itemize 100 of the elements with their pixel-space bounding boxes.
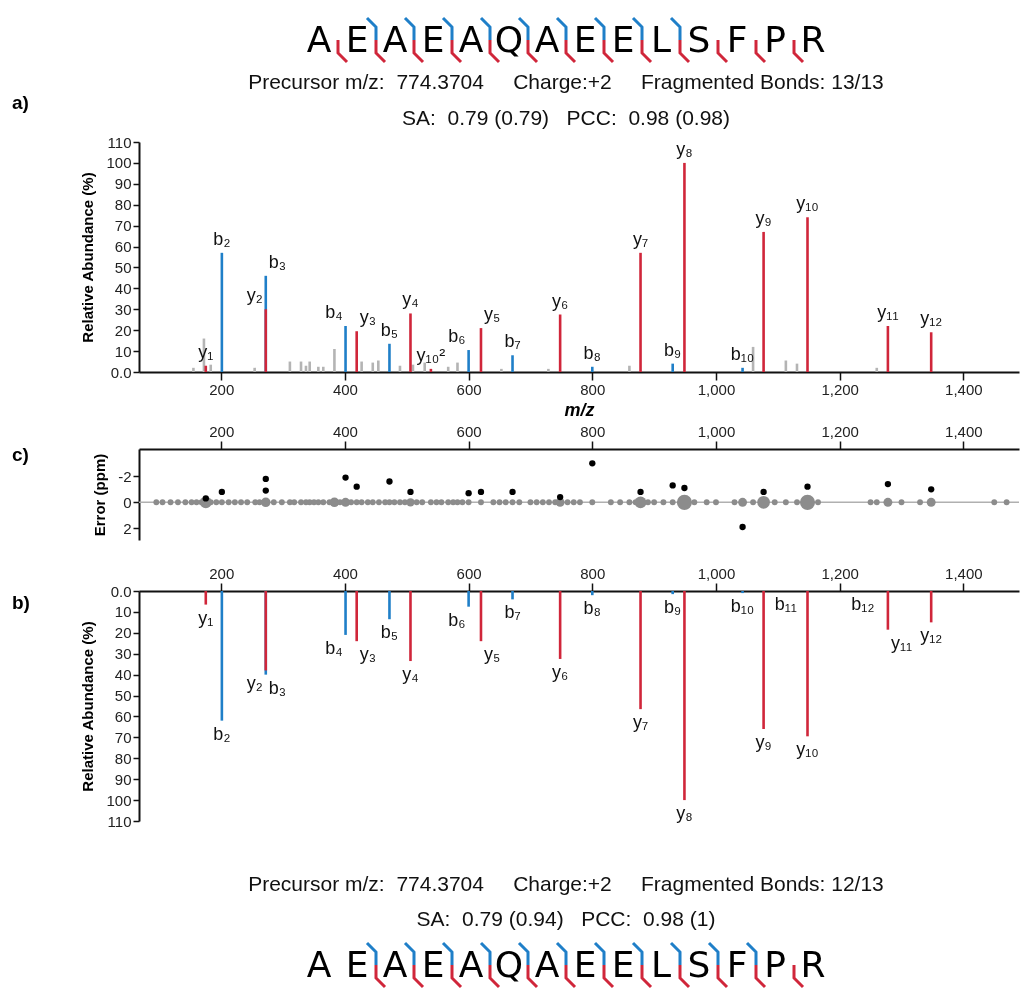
y-tick-label: 10 (114, 603, 132, 621)
y-tick-label: 90 (114, 175, 132, 193)
y-tick-label: 80 (114, 749, 132, 767)
data-label: y₁₂ (920, 308, 943, 329)
x-tick-label: 1,000 (697, 380, 736, 398)
data-label: y₁₀ (796, 739, 819, 760)
data-label: y₉ (755, 207, 772, 228)
data-label: b₁₀ (730, 596, 755, 617)
data-label: b₁₂ (851, 594, 875, 614)
y-axis-title: Relative Abundance (%) (79, 172, 97, 343)
data-label: b₁₀ (730, 343, 755, 364)
data-label: b₂ (213, 228, 231, 249)
chart-subtitle: Precursor m/z: 774.3704 Charge:+2 Fragmented Bonds: 13/13 (247, 70, 885, 94)
x-tick-label: 1,200 (821, 564, 859, 582)
data-label: y₇ (632, 228, 649, 249)
text: b) (12, 592, 30, 614)
data-label: y₁ (198, 341, 214, 362)
x-tick-label: 200 (209, 564, 235, 582)
x-tick-label: 600 (456, 422, 482, 440)
y-tick-label: 110 (107, 812, 132, 830)
x-tick-label: 1,000 (697, 564, 736, 582)
x-tick-label: 1,400 (945, 380, 983, 398)
x-tick-label: 800 (580, 422, 606, 440)
text: Precursor m/z: 774.3704 Charge:+2 Fragmented Bonds: 12/13 (247, 872, 885, 896)
y-tick-label: 110 (107, 133, 132, 151)
y-tick-label: 100 (106, 791, 132, 809)
data-label: y₆ (552, 290, 569, 311)
x-tick-label: 400 (332, 564, 358, 582)
data-label: y₁₂ (920, 625, 943, 646)
x-tick-label: 800 (580, 564, 606, 582)
y-tick-label: 2 (123, 519, 132, 537)
data-label: y₉ (755, 732, 772, 752)
data-label: y₈ (676, 138, 693, 159)
y-tick-label: 50 (114, 258, 132, 276)
x-tick-label: 1,200 (821, 422, 859, 440)
data-label: b₃ (268, 677, 287, 698)
data-label: b₂ (213, 723, 231, 744)
data-label: y₁₀ (796, 193, 819, 214)
data-label: y₄ (402, 664, 419, 685)
data-label: y₁₀² (416, 344, 446, 365)
text: a) (12, 92, 29, 114)
y-tick-label: 30 (114, 300, 132, 318)
text: SA: 0.79 (0.79) PCC: 0.98 (0.98) (401, 106, 731, 130)
x-tick-label: 1,000 (697, 422, 736, 440)
y-tick-label: 60 (114, 707, 132, 725)
data-label: b₆ (448, 326, 466, 347)
x-tick-label: 400 (332, 380, 358, 398)
data-label: b₆ (448, 609, 466, 630)
x-tick-label: 200 (209, 422, 235, 440)
data-label: b₉ (664, 339, 682, 360)
data-label: b₃ (268, 251, 287, 272)
data-label: y₃ (359, 644, 377, 665)
x-tick-label: 1,400 (945, 422, 983, 440)
data-label: y₅ (483, 644, 501, 665)
y-tick-label: 60 (114, 238, 132, 256)
data-label: y₃ (359, 307, 377, 328)
y-tick-label: 90 (114, 770, 132, 788)
y-tick-label: -2 (118, 467, 132, 485)
y-tick-label: 10 (114, 342, 132, 360)
x-tick-label: 1,400 (945, 564, 983, 582)
y-tick-label: 20 (114, 624, 132, 642)
x-axis-title: m/z (564, 399, 595, 420)
chart-title: A E A E A Q A E E L S F P R (306, 19, 826, 60)
data-label: b₇ (504, 331, 521, 352)
x-tick-label: 800 (580, 380, 606, 398)
x-tick-label: 1,200 (821, 380, 859, 398)
data-label: b₇ (504, 602, 521, 623)
chart-title: A E A E A Q A E E L S F P R (306, 944, 826, 985)
data-label: y₅ (483, 304, 501, 325)
y-tick-label: 30 (114, 645, 132, 663)
y-tick-label: 40 (114, 666, 132, 684)
data-label: b₉ (664, 597, 682, 618)
y-tick-label: 80 (114, 196, 132, 214)
data-label: y₇ (632, 712, 649, 733)
x-tick-label: 400 (332, 422, 358, 440)
y-tick-label: 50 (114, 687, 132, 705)
text: c) (12, 444, 29, 466)
data-label: y₁ (198, 607, 214, 628)
data-label: y₁₁ (877, 302, 899, 322)
data-label: y₂ (246, 285, 263, 306)
data-label: b₈ (583, 342, 602, 363)
x-tick-label: 200 (209, 380, 235, 398)
y-tick-label: 70 (114, 217, 132, 235)
y-axis-title: Relative Abundance (%) (79, 621, 97, 792)
x-tick-label: 600 (456, 564, 482, 582)
y-tick-label: 0 (123, 493, 132, 511)
text: SA: 0.79 (0.94) PCC: 0.98 (1) (415, 907, 717, 931)
y-tick-label: 0.0 (110, 363, 132, 381)
y-axis-title: Error (ppm) (91, 453, 109, 537)
data-label: y₈ (676, 803, 693, 824)
y-tick-label: 100 (106, 154, 132, 172)
y-tick-label: 20 (114, 321, 132, 339)
y-tick-label: 70 (114, 728, 132, 746)
x-tick-label: 600 (456, 380, 482, 398)
data-label: b₅ (380, 319, 399, 340)
data-label: y₄ (402, 289, 419, 310)
data-label: b₁₁ (774, 594, 797, 614)
data-label: b₄ (325, 637, 343, 658)
y-tick-label: 0.0 (110, 582, 132, 600)
data-label: y₁₁ (890, 632, 913, 653)
